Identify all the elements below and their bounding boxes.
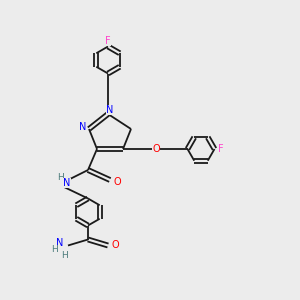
Text: N: N [106, 105, 114, 115]
Text: O: O [113, 177, 121, 187]
Text: O: O [152, 144, 160, 154]
Text: H: H [51, 245, 57, 254]
Text: N: N [56, 238, 64, 248]
Text: O: O [111, 241, 119, 250]
Text: N: N [63, 178, 71, 188]
Text: H: H [61, 251, 68, 260]
Text: F: F [105, 35, 111, 46]
Text: F: F [218, 144, 223, 154]
Text: N: N [79, 122, 87, 132]
Text: H: H [57, 172, 63, 182]
